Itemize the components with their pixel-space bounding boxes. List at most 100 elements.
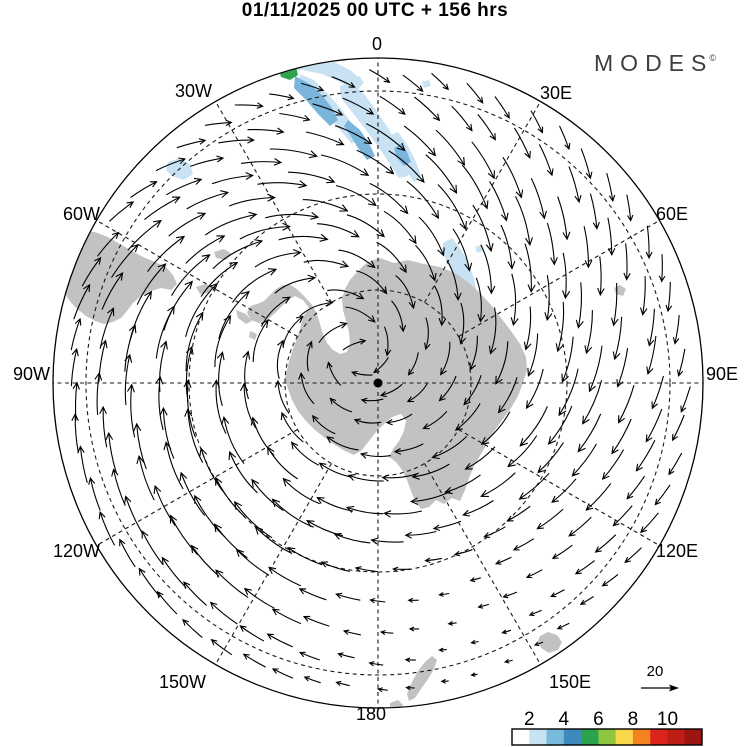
wind-vector <box>477 603 490 609</box>
wind-vector <box>290 441 320 466</box>
wind-vector <box>533 641 544 647</box>
wind-vector <box>303 676 321 684</box>
wind-vector <box>537 442 564 474</box>
modes-logo-text: MODES <box>594 50 714 76</box>
wind-vector <box>77 445 88 483</box>
wind-vector <box>97 231 120 257</box>
wind-vector <box>320 561 350 572</box>
wind-vector <box>73 283 91 320</box>
wind-vector <box>415 245 437 282</box>
wind-vector <box>395 274 416 310</box>
wind-vector <box>287 171 336 184</box>
colorbar-cell <box>529 729 547 745</box>
shading-patch-medium <box>394 144 411 166</box>
wind-vector <box>431 72 450 91</box>
wind-vector <box>155 305 175 359</box>
wind-vector <box>458 302 467 345</box>
wind-vector <box>269 93 295 101</box>
wind-vector <box>370 537 404 545</box>
wind-vector <box>276 339 284 379</box>
meridian-label-30E: 30E <box>540 83 572 103</box>
wind-vector <box>228 450 258 494</box>
wind-vector <box>254 248 302 268</box>
wind-vector <box>342 629 361 636</box>
wind-vector <box>607 217 616 257</box>
wind-vector <box>446 260 462 302</box>
meridian-label-150E: 150E <box>549 672 591 692</box>
wind-vector <box>617 385 635 424</box>
wind-vector <box>579 596 594 605</box>
wind-vector <box>414 96 441 122</box>
wind-vector <box>159 406 175 459</box>
shading-patch-light <box>352 76 362 84</box>
wind-vector <box>242 350 251 400</box>
wind-vector <box>155 157 187 172</box>
land-island <box>538 632 562 653</box>
wind-vector <box>626 475 646 500</box>
land-island <box>249 331 257 340</box>
wind-vector <box>500 224 516 270</box>
wind-vector <box>81 256 102 287</box>
wind-vector <box>316 223 360 238</box>
wind-vector <box>209 601 238 625</box>
wind-vector <box>70 347 79 387</box>
wind-vector <box>502 156 524 199</box>
shading-patch-light <box>446 58 455 66</box>
wind-vector <box>190 155 225 167</box>
wind-vector <box>558 368 579 417</box>
wind-vector <box>454 403 481 431</box>
wind-vector <box>379 383 403 398</box>
wind-vector <box>316 496 354 512</box>
wind-vector <box>204 211 258 236</box>
wind-vector <box>303 259 350 268</box>
wind-vector <box>271 608 302 625</box>
wind-vector <box>279 112 311 122</box>
wind-vector <box>580 148 593 180</box>
wind-vector <box>469 577 481 583</box>
wind-vector <box>353 418 382 425</box>
wind-vector <box>489 181 509 222</box>
wind-vector <box>186 190 230 210</box>
meridian-label-180: 180 <box>356 704 386 724</box>
meridian-line <box>215 101 332 303</box>
wind-vector <box>183 378 197 438</box>
colorbar-tick-label: 6 <box>593 709 604 730</box>
wind-vector <box>342 338 367 351</box>
wind-vector <box>302 615 330 627</box>
wind-vector <box>668 452 683 476</box>
meridian-label-0: 0 <box>372 34 382 54</box>
wind-vector <box>185 283 218 338</box>
wind-vector <box>555 301 565 353</box>
wind-vector <box>335 680 350 687</box>
wind-vector <box>575 282 584 329</box>
wind-vector <box>515 196 534 247</box>
page-title: 01/11/2025 00 UTC + 156 hrs <box>241 0 509 21</box>
wind-vector <box>312 103 344 116</box>
wind-vector <box>626 194 634 222</box>
wind-vector <box>199 447 225 493</box>
wind-vector <box>250 416 275 456</box>
wind-vector <box>377 687 388 693</box>
wind-vector <box>383 210 417 245</box>
wind-vector <box>168 212 207 237</box>
wind-vector <box>424 317 431 351</box>
wind-vector <box>601 573 619 587</box>
wind-vector <box>356 149 395 175</box>
wind-vector <box>612 316 623 361</box>
wind-vector <box>138 567 161 598</box>
wind-vector <box>278 233 329 242</box>
wind-vector <box>182 618 203 639</box>
wind-vector <box>282 477 321 505</box>
wind-vector <box>680 386 691 413</box>
wind-vector <box>311 414 336 435</box>
wind-vector <box>88 476 101 511</box>
meridian-label-120W: 120W <box>53 541 100 561</box>
meridian-label-150W: 150W <box>159 672 206 692</box>
wind-vector <box>471 141 495 180</box>
wind-vector <box>239 625 265 642</box>
wind-vector <box>221 415 245 464</box>
wind-vector <box>354 566 379 573</box>
wind-vector <box>305 131 345 146</box>
